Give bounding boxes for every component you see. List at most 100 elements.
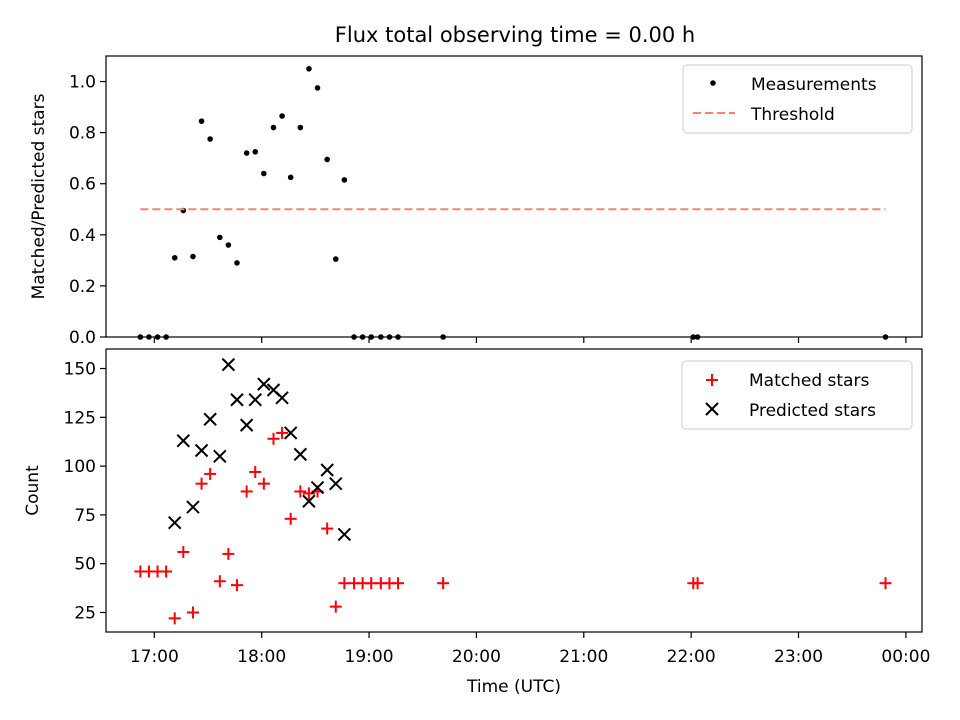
measurements-point	[261, 170, 267, 177]
matched-stars-point	[186, 606, 199, 619]
predicted-stars-point	[310, 480, 325, 495]
bottom-xtick-label: 19:00	[345, 647, 394, 667]
predicted-stars-point	[230, 393, 244, 407]
predicted-stars-point	[221, 357, 236, 372]
top-ytick-label: 0.6	[69, 175, 96, 195]
matched-stars-point	[230, 579, 243, 592]
measurements-point	[225, 242, 232, 248]
predicted-stars-point	[337, 527, 352, 542]
bottom-xtick-label: 21:00	[559, 647, 608, 667]
predicted-stars-point	[239, 418, 254, 432]
bottom-ytick-label: 150	[64, 360, 96, 380]
measurements-point	[297, 124, 304, 131]
matched-stars-point	[168, 612, 181, 625]
top-legend-frame	[682, 64, 913, 134]
matched-stars-point	[392, 577, 405, 590]
predicted-stars-point	[186, 500, 200, 514]
matched-stars-point	[267, 432, 280, 445]
matched-stars-point	[437, 577, 450, 590]
top-ylabel: Matched/Predicted stars	[29, 93, 49, 299]
measurements-point	[314, 85, 321, 91]
predicted-stars-point	[329, 476, 343, 491]
measurements-point	[217, 234, 223, 241]
measurements-point	[287, 174, 294, 181]
matched-stars-point	[321, 522, 334, 535]
measurements-point	[332, 256, 339, 262]
legend-matched-label: Matched stars	[749, 371, 869, 391]
bottom-xtick-label: 17:00	[130, 647, 179, 667]
matched-stars-point	[177, 545, 190, 558]
bottom-legend: Matched stars Predicted stars	[681, 360, 913, 430]
bottom-xtick-label: 00:00	[881, 647, 930, 667]
bottom-ytick-label: 50	[74, 555, 96, 575]
matched-stars-point	[249, 465, 262, 478]
bottom-xtick-label: 18:00	[237, 647, 286, 667]
matched-stars-point	[329, 600, 342, 613]
predicted-stars-point	[194, 443, 209, 458]
top-legend: Measurements Threshold	[682, 64, 913, 134]
matched-stars-point	[284, 512, 297, 525]
matched-stars-point	[160, 565, 173, 578]
predicted-stars-point	[176, 434, 191, 448]
bottom-ytick-label: 125	[64, 408, 96, 428]
measurements-point	[190, 253, 196, 260]
measurements-point	[252, 148, 259, 155]
measurements-point	[270, 124, 277, 131]
matched-stars-point	[879, 577, 892, 590]
predicted-stars-point	[293, 447, 308, 462]
bottom-xtick-label: 23:00	[774, 647, 823, 667]
matched-stars-point	[222, 547, 235, 560]
bottom-xlabel: Time (UTC)	[466, 677, 561, 697]
legend-matched-marker	[706, 374, 718, 386]
predicted-stars-point	[248, 393, 262, 407]
matched-stars-point	[257, 477, 270, 490]
bottom-panel: 25 50 75 100 125 150 17:00 18:00 19:00 20:00 21:0…	[23, 348, 930, 697]
matched-stars-point	[213, 575, 226, 588]
bottom-ylabel: Count	[23, 465, 43, 516]
measurements-point	[279, 113, 285, 119]
figure-title: Flux total observing time = 0.00 h	[335, 23, 695, 47]
matched-stars-point	[240, 485, 253, 498]
predicted-stars-point	[283, 426, 298, 440]
measurements-point	[341, 177, 348, 183]
bottom-ytick-label: 100	[64, 457, 96, 477]
predicted-stars-point	[275, 391, 289, 405]
measurements-point	[243, 150, 250, 156]
predicted-stars-point	[257, 377, 271, 391]
predicted-stars-point	[168, 515, 182, 530]
predicted-stars-point	[320, 463, 334, 477]
legend-predicted-label: Predicted stars	[749, 401, 876, 421]
predicted-stars-point	[302, 494, 316, 508]
legend-measurements-marker	[710, 80, 716, 86]
top-axes-frame	[105, 55, 923, 338]
measurements-point	[198, 118, 205, 124]
measurements-point	[234, 260, 240, 266]
bottom-axes-frame	[105, 348, 923, 633]
matched-stars-point	[195, 477, 208, 490]
measurements-point	[324, 156, 330, 163]
bottom-legend-frame	[681, 360, 913, 430]
bottom-xtick-label: 20:00	[452, 647, 501, 667]
matched-stars-point	[276, 426, 289, 439]
measurements-point	[306, 65, 312, 72]
top-ytick-label: 0.2	[69, 277, 96, 297]
legend-measurements-label: Measurements	[751, 75, 877, 95]
measurements-point	[171, 255, 178, 261]
top-ytick-label: 0.0	[69, 328, 96, 348]
top-ytick-label: 0.8	[69, 124, 96, 144]
bottom-xtick-label: 22:00	[667, 647, 716, 667]
legend-predicted-marker	[705, 402, 719, 416]
matched-stars-point	[691, 577, 704, 590]
bottom-ytick-label: 75	[74, 506, 96, 526]
predicted-stars-point	[213, 449, 227, 464]
matched-stars-point	[294, 485, 307, 498]
measurements-point	[207, 136, 213, 142]
top-ytick-label: 0.4	[69, 226, 96, 246]
predicted-stars-point	[203, 412, 217, 426]
bottom-ytick-label: 25	[74, 603, 96, 623]
matched-stars-point	[204, 467, 217, 480]
top-ytick-label: 1.0	[69, 73, 96, 93]
top-panel: 0.0 0.2 0.4 0.6 0.8 1.0 Matched/Predicted sta…	[29, 55, 923, 348]
legend-threshold-label: Threshold	[750, 105, 835, 125]
